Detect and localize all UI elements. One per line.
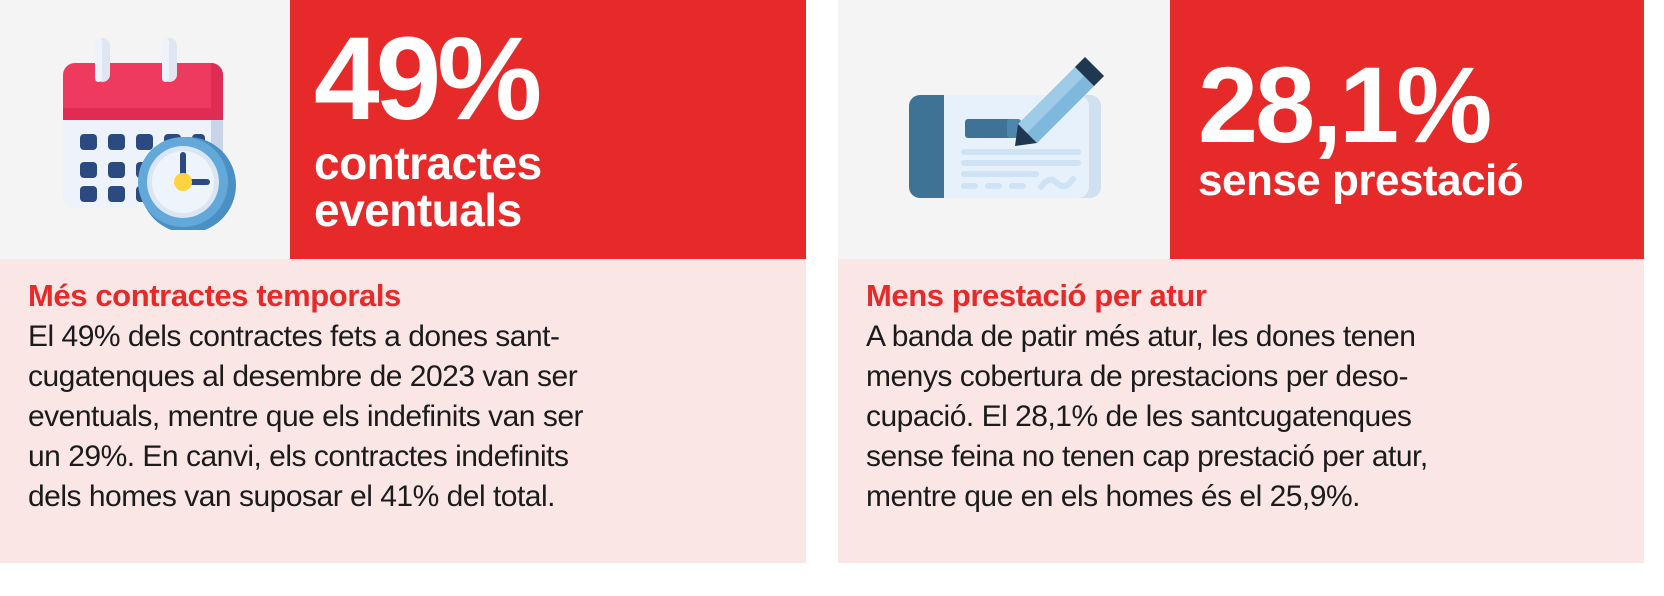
card-header-band: 49% contractes eventuals <box>0 0 806 259</box>
stat-caption: contractes eventuals <box>314 136 542 236</box>
stat-caption: sense prestació <box>1198 155 1524 205</box>
stat-value: 49% <box>314 13 542 146</box>
icon-zone <box>0 0 290 259</box>
card-body: Més contractes temporals El 49% dels con… <box>0 259 806 563</box>
body-title: Més contractes temporals <box>28 278 401 313</box>
stat-card-contractes: 49% contractes eventuals Més contractes … <box>0 0 806 563</box>
stat-value: 28,1% <box>1198 44 1492 166</box>
card-body: Mens prestació per atur A banda de patir… <box>838 259 1644 563</box>
calendar-clock-icon <box>63 37 236 230</box>
card-divider-gap <box>806 0 838 1</box>
headline-figure: 28,1% sense prestació <box>1170 0 1644 259</box>
body-title: Mens prestació per atur <box>866 278 1207 313</box>
stat-card-prestacio: 28,1% sense prestació Mens prestació per… <box>838 0 1644 563</box>
body-paragraph: El 49% dels contractes fets a dones sant… <box>28 320 584 513</box>
card-header-band: 28,1% sense prestació <box>838 0 1644 259</box>
icon-zone <box>838 0 1170 259</box>
body-paragraph: A banda de patir més atur, les dones ten… <box>866 320 1428 513</box>
check-pen-icon <box>909 57 1104 198</box>
headline-figure: 49% contractes eventuals <box>290 0 806 259</box>
